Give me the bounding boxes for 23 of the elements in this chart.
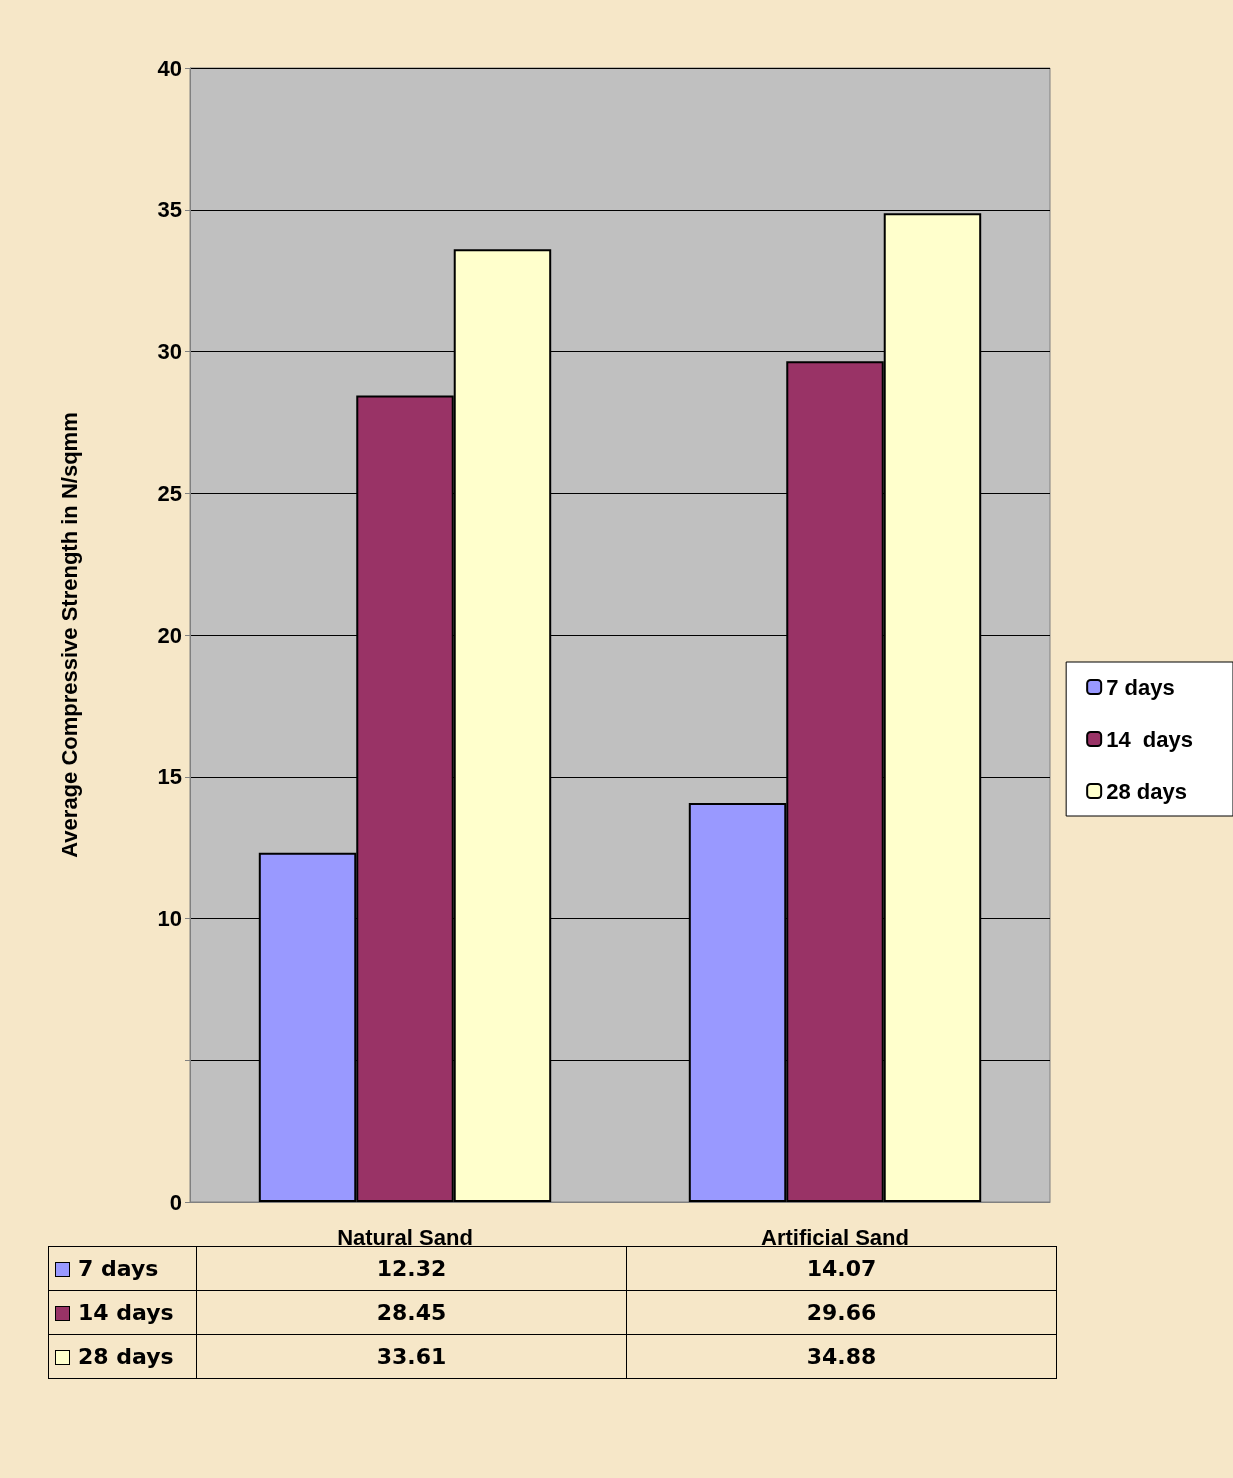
y-tick-label: 25 — [157, 480, 182, 506]
data-label: 28.45 — [196, 1290, 627, 1334]
y-tick-label: 20 — [157, 622, 182, 648]
y-tick-label: 35 — [157, 197, 182, 223]
text: 7 days — [1106, 674, 1175, 700]
data-label: 34.88 — [626, 1334, 1057, 1378]
legend-label: 28 days — [1106, 778, 1187, 804]
x-tick-label: Natural Sand — [337, 1224, 473, 1250]
legend-label: 7 days — [48, 1246, 197, 1290]
data-label: 29.66 — [626, 1290, 1057, 1334]
text: 14 days — [1106, 726, 1193, 752]
y-tick-label: 0 — [169, 1189, 182, 1215]
data-label: 12.32 — [376, 1255, 447, 1281]
y-tick-label: 15 — [157, 764, 182, 790]
x-tick-label: Artificial Sand — [761, 1224, 909, 1250]
data-label: 33.61 — [196, 1334, 627, 1378]
y-tick-label: 40 — [157, 55, 182, 81]
legend-label: 14 days — [48, 1290, 197, 1334]
text: 28 days — [78, 1343, 174, 1369]
data-label: 14.07 — [806, 1255, 877, 1281]
y-tick-label: 30 — [157, 339, 182, 364]
y-axis-title: Average Compressive Strength in N/sqmm — [56, 412, 82, 858]
y-tick-label: 10 — [157, 906, 182, 931]
